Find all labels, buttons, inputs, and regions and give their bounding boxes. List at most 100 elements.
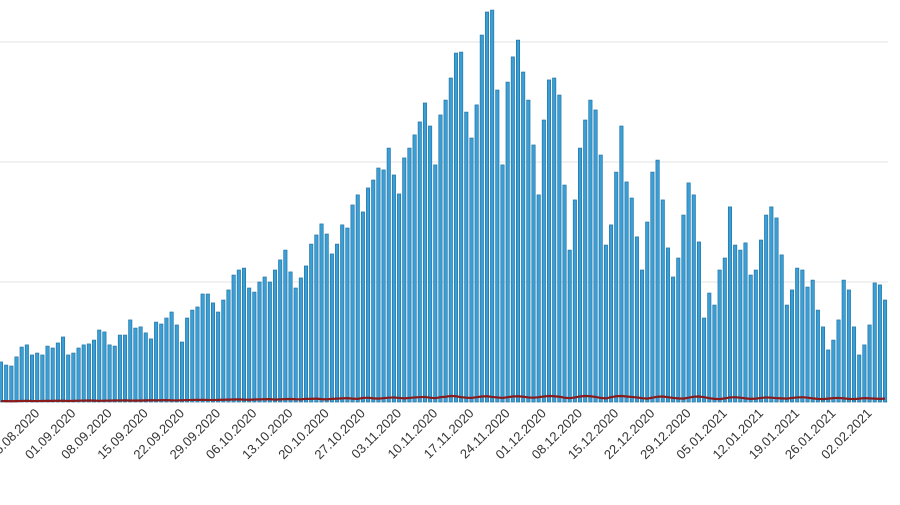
bar [500,164,505,403]
bar [159,323,164,403]
bar [154,321,159,403]
bar [464,111,469,403]
bar [386,147,391,403]
bar [438,114,443,403]
bar [71,352,76,403]
bar [128,319,133,403]
bar [831,339,836,403]
bar [738,249,743,403]
bar [273,269,278,403]
bar [852,326,857,403]
bar [262,276,267,403]
bar [195,306,200,403]
bar [495,89,500,403]
bar [567,249,572,403]
bar [526,99,531,403]
bar [629,197,634,403]
bar [107,344,112,403]
bar [169,311,174,403]
bar [381,169,386,403]
bar [521,71,526,403]
bar [210,302,215,403]
bar [862,344,867,403]
bar [686,182,691,403]
bar [810,279,815,403]
bar [733,244,738,403]
bar [174,324,179,403]
bar [572,199,577,403]
bar [205,293,210,403]
bar [624,181,629,403]
bar [417,121,422,403]
bar [547,79,552,403]
bar [231,274,236,403]
bar [453,52,458,403]
bar [676,257,681,403]
bar [179,341,184,403]
bar [30,354,35,403]
bar [836,319,841,403]
bar [55,342,60,403]
bar [784,304,789,403]
bar [283,249,288,403]
bar [371,179,376,403]
bar [867,324,872,403]
bar [433,164,438,403]
bar [407,147,412,403]
bar [366,187,371,403]
bar [578,147,583,403]
bar [702,317,707,403]
bar [350,204,355,403]
bar [40,354,45,403]
bar [614,171,619,403]
bar [872,282,877,403]
bar [800,269,805,403]
bar [640,269,645,403]
bar [226,289,231,403]
bar [236,269,241,403]
bar [288,271,293,403]
bar [376,167,381,403]
bar [329,253,334,403]
bar [562,184,567,403]
bar [490,9,495,403]
bar [138,326,143,403]
bar [841,279,846,403]
bar [536,194,541,403]
bar [319,223,324,403]
bar [402,157,407,403]
bar [247,287,252,403]
bar [24,344,29,403]
bar [474,104,479,403]
bar [681,214,686,403]
bar [35,352,40,403]
bar [216,311,221,403]
bar [609,224,614,403]
bar [66,354,71,403]
bar [314,234,319,403]
bar [97,329,102,403]
bar [14,356,19,403]
bar [774,217,779,403]
bar [0,361,4,403]
bar [190,309,195,403]
bar [531,144,536,403]
bar [50,347,55,403]
bar [541,119,546,403]
bar [857,354,862,403]
bar [790,289,795,403]
bar [355,194,360,403]
bar [102,331,107,403]
bar [45,345,50,403]
bar [779,254,784,403]
bar [671,276,676,403]
line [0,394,886,403]
bar [9,365,14,403]
bar [727,206,732,403]
bar [412,134,417,403]
bar [298,277,303,403]
bar [583,119,588,403]
bar [603,244,608,403]
bar [588,99,593,403]
bar [278,259,283,403]
